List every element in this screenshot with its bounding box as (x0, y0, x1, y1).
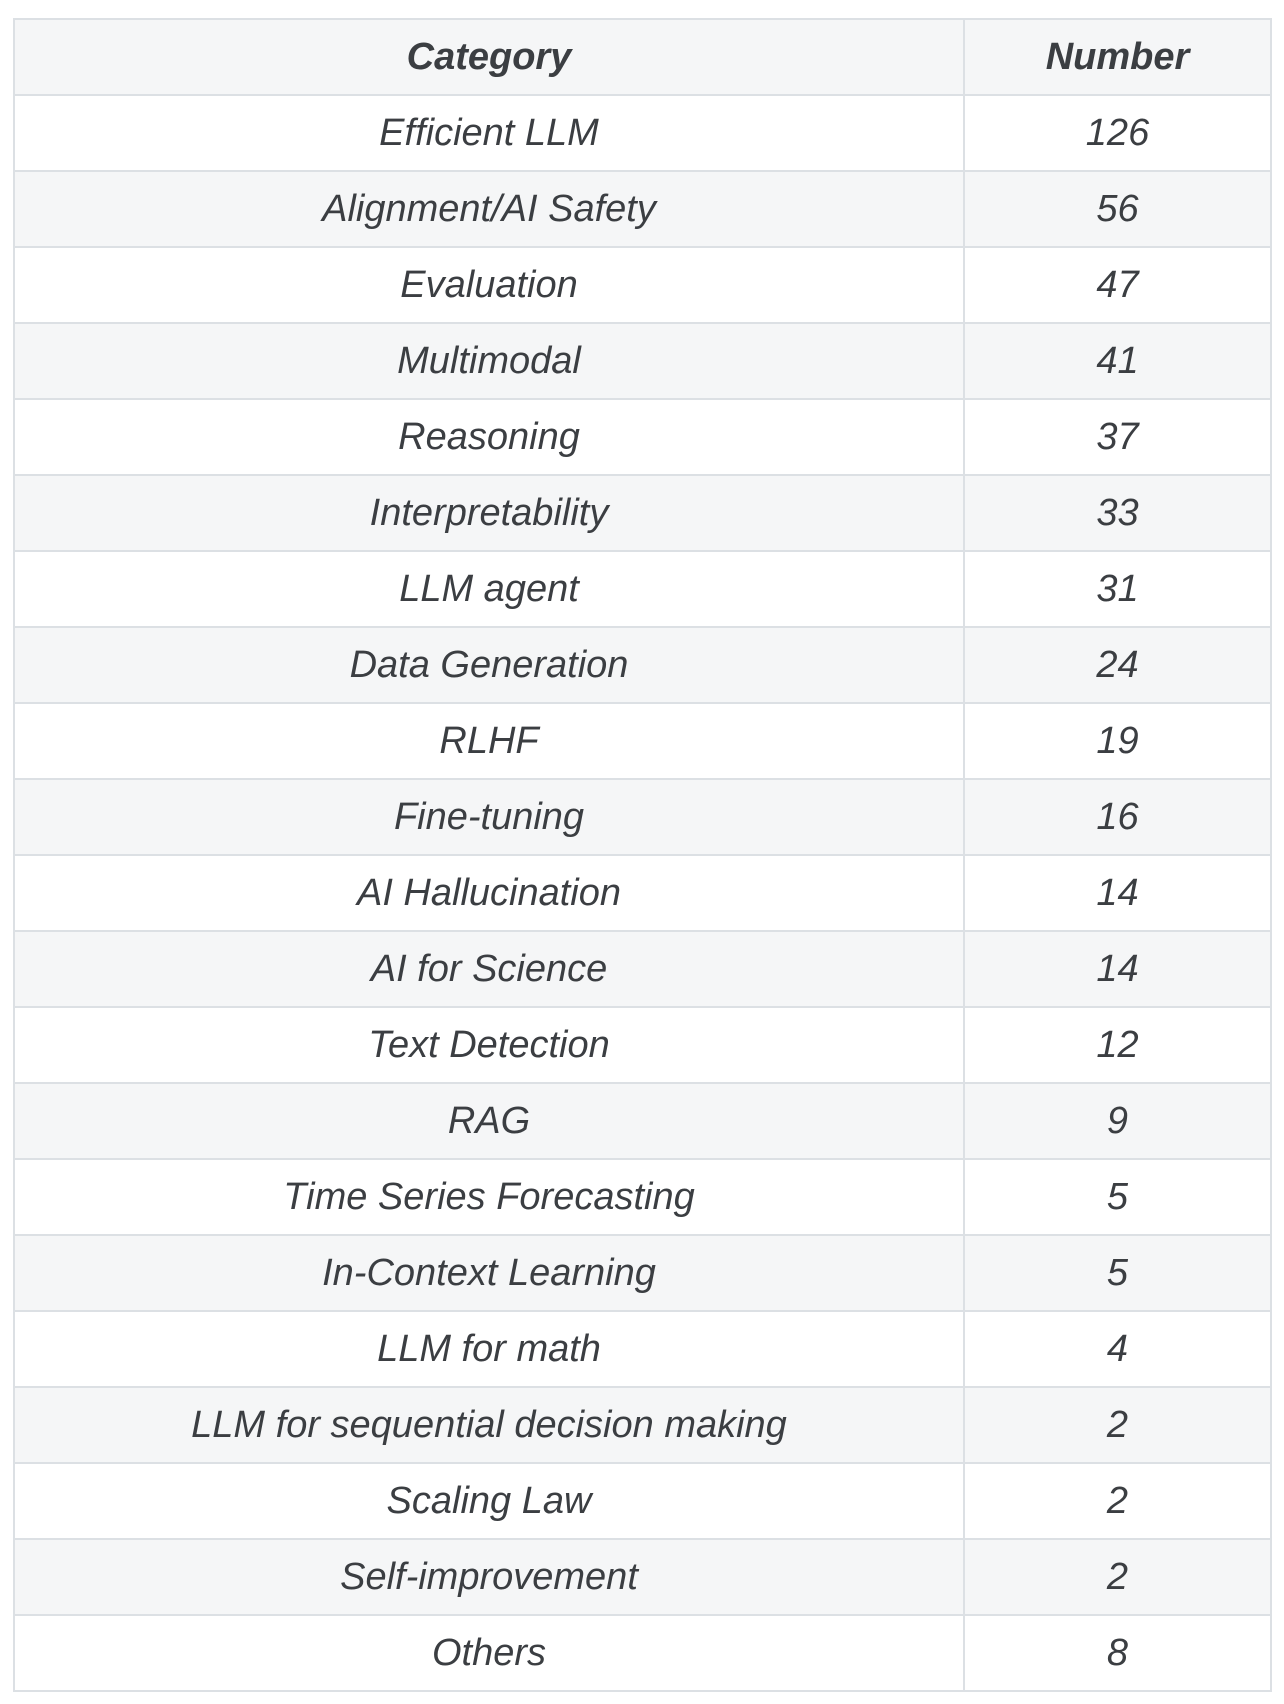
table-row: Fine-tuning 16 (13, 778, 1272, 856)
number-cell: 14 (963, 854, 1272, 932)
category-cell: Interpretability (13, 474, 965, 552)
table-container: Category Number Efficient LLM 126 Alignmen… (13, 18, 1272, 1692)
table-body: Efficient LLM 126 Alignment/AI Safety 56 Eva… (13, 94, 1272, 1692)
number-cell: 12 (963, 1006, 1272, 1084)
category-cell: LLM for sequential decision making (13, 1386, 965, 1464)
number-cell: 41 (963, 322, 1272, 400)
table-row: Self-improvement 2 (13, 1538, 1272, 1616)
number-cell: 33 (963, 474, 1272, 552)
number-cell: 9 (963, 1082, 1272, 1160)
category-cell: LLM for math (13, 1310, 965, 1388)
category-cell: Efficient LLM (13, 94, 965, 172)
category-cell: LLM agent (13, 550, 965, 628)
table-row: Multimodal 41 (13, 322, 1272, 400)
category-cell: AI Hallucination (13, 854, 965, 932)
number-cell: 16 (963, 778, 1272, 856)
category-cell: Scaling Law (13, 1462, 965, 1540)
category-count-table: Category Number Efficient LLM 126 Alignmen… (13, 18, 1272, 1692)
category-cell: RLHF (13, 702, 965, 780)
category-cell: RAG (13, 1082, 965, 1160)
number-cell: 2 (963, 1462, 1272, 1540)
number-cell: 47 (963, 246, 1272, 324)
number-cell: 56 (963, 170, 1272, 248)
number-cell: 4 (963, 1310, 1272, 1388)
table-row: LLM for math 4 (13, 1310, 1272, 1388)
category-cell: Data Generation (13, 626, 965, 704)
table-row: LLM agent 31 (13, 550, 1272, 628)
category-cell: AI for Science (13, 930, 965, 1008)
number-cell: 5 (963, 1234, 1272, 1312)
number-cell: 8 (963, 1614, 1272, 1692)
category-cell: Fine-tuning (13, 778, 965, 856)
table-row: LLM for sequential decision making 2 (13, 1386, 1272, 1464)
category-cell: Evaluation (13, 246, 965, 324)
table-row: Time Series Forecasting 5 (13, 1158, 1272, 1236)
table-row: Evaluation 47 (13, 246, 1272, 324)
table-row: Alignment/AI Safety 56 (13, 170, 1272, 248)
table-row: Others 8 (13, 1614, 1272, 1692)
category-cell: Others (13, 1614, 965, 1692)
table-row: Scaling Law 2 (13, 1462, 1272, 1540)
category-cell: In-Context Learning (13, 1234, 965, 1312)
table-header-row: Category Number (13, 18, 1272, 96)
number-cell: 19 (963, 702, 1272, 780)
category-cell: Reasoning (13, 398, 965, 476)
number-cell: 2 (963, 1386, 1272, 1464)
table-row: Interpretability 33 (13, 474, 1272, 552)
number-cell: 24 (963, 626, 1272, 704)
table-row: Data Generation 24 (13, 626, 1272, 704)
column-header-number: Number (963, 18, 1272, 96)
category-cell: Alignment/AI Safety (13, 170, 965, 248)
number-cell: 126 (963, 94, 1272, 172)
category-cell: Multimodal (13, 322, 965, 400)
table-row: Reasoning 37 (13, 398, 1272, 476)
number-cell: 2 (963, 1538, 1272, 1616)
number-cell: 5 (963, 1158, 1272, 1236)
table-row: AI for Science 14 (13, 930, 1272, 1008)
category-cell: Text Detection (13, 1006, 965, 1084)
table-row: RAG 9 (13, 1082, 1272, 1160)
table-row: RLHF 19 (13, 702, 1272, 780)
number-cell: 37 (963, 398, 1272, 476)
category-cell: Time Series Forecasting (13, 1158, 965, 1236)
table-row: In-Context Learning 5 (13, 1234, 1272, 1312)
column-header-category: Category (13, 18, 965, 96)
number-cell: 14 (963, 930, 1272, 1008)
number-cell: 31 (963, 550, 1272, 628)
table-row: AI Hallucination 14 (13, 854, 1272, 932)
table-row: Text Detection 12 (13, 1006, 1272, 1084)
category-cell: Self-improvement (13, 1538, 965, 1616)
table-row: Efficient LLM 126 (13, 94, 1272, 172)
